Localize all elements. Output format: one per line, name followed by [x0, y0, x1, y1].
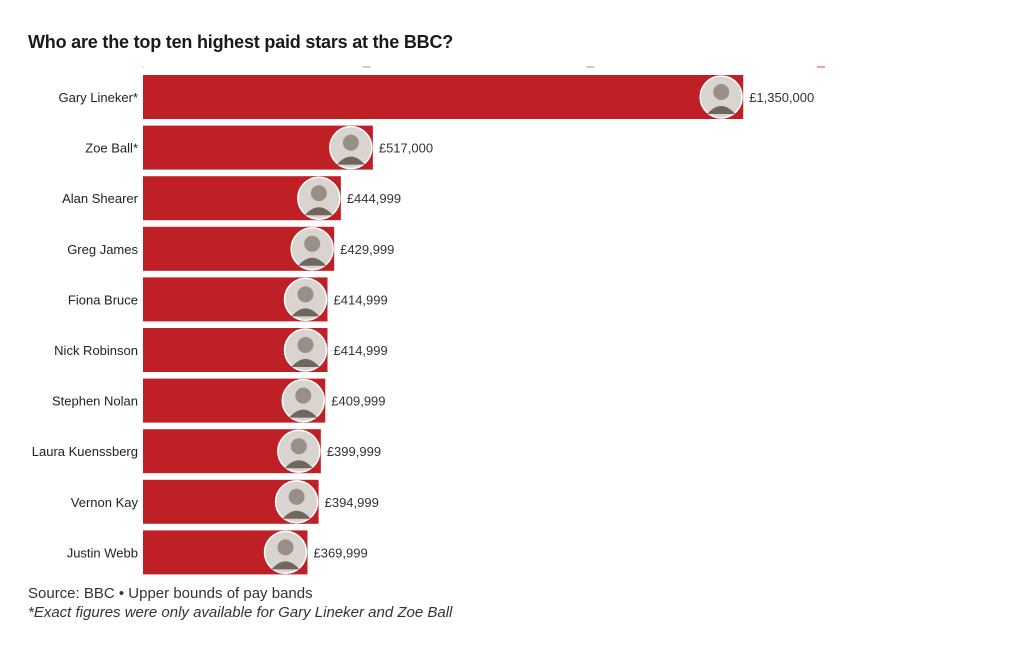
avatar-head-icon: [288, 488, 305, 505]
avatar-head-icon: [297, 286, 314, 303]
avatar-body-icon: [291, 308, 320, 317]
category-label: Laura Kuenssberg: [32, 444, 138, 459]
avatar-body-icon: [282, 510, 311, 519]
avatar-head-icon: [277, 539, 294, 556]
category-label: Vernon Kay: [71, 495, 139, 510]
value-label: £414,999: [334, 343, 388, 358]
avatar-head-icon: [295, 387, 312, 404]
chart-title: Who are the top ten highest paid stars a…: [28, 32, 454, 52]
category-label: Zoe Ball*: [85, 141, 138, 156]
category-label: Alan Shearer: [62, 191, 139, 206]
footnote: *Exact figures were only available for G…: [28, 604, 453, 621]
avatar-body-icon: [284, 460, 313, 469]
value-label: £1,350,000: [749, 90, 814, 105]
axis-ticks: [142, 66, 825, 68]
source-note: Source: BBC • Upper bounds of pay bands: [28, 585, 313, 602]
value-label: £399,999: [327, 444, 381, 459]
avatar-head-icon: [713, 84, 730, 100]
avatar-body-icon: [291, 359, 320, 367]
avatar-head-icon: [342, 134, 359, 151]
value-label: £414,999: [334, 292, 388, 307]
bars-group: Gary Lineker* £1,350,000 Zoe Ball* £517,000…: [32, 75, 814, 575]
category-label: Fiona Bruce: [68, 292, 138, 307]
avatar-body-icon: [707, 106, 736, 114]
avatar-head-icon: [297, 337, 314, 353]
category-label: Greg James: [67, 242, 138, 257]
value-label: £444,999: [347, 191, 401, 206]
avatar-head-icon: [304, 235, 321, 252]
avatar-head-icon: [310, 185, 327, 202]
category-label: Stephen Nolan: [52, 394, 138, 409]
avatar-body-icon: [271, 561, 300, 570]
avatar-head-icon: [290, 438, 307, 455]
value-label: £394,999: [325, 495, 379, 510]
category-label: Justin Webb: [67, 545, 138, 560]
avatar-body-icon: [298, 257, 327, 266]
bar: [143, 75, 744, 119]
value-label: £409,999: [331, 394, 385, 409]
category-label: Gary Lineker*: [59, 90, 138, 105]
value-label: £429,999: [340, 242, 394, 257]
avatar-body-icon: [289, 409, 318, 418]
value-label: £369,999: [313, 545, 367, 560]
avatar-body-icon: [336, 156, 365, 165]
category-label: Nick Robinson: [54, 343, 138, 358]
avatar-body-icon: [304, 207, 333, 216]
value-label: £517,000: [379, 141, 433, 156]
